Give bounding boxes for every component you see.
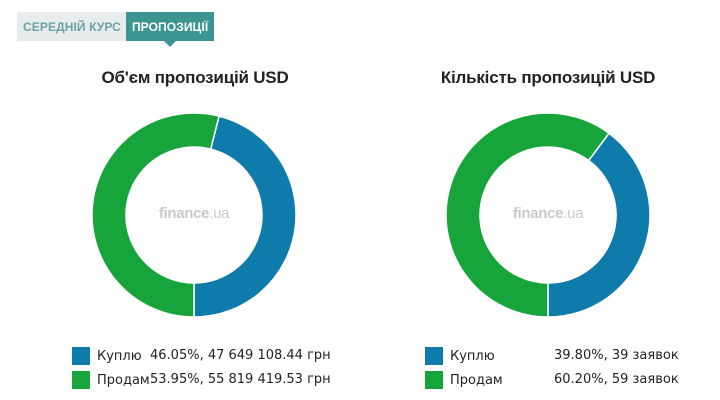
- legend-label: Куплю: [450, 348, 495, 364]
- donut-slice-buy[interactable]: [193, 115, 297, 318]
- donut-chart-count: [445, 112, 651, 318]
- legend-swatch-buy: [425, 347, 443, 365]
- legend-value: 46.05%, 47 649 108.44 грн: [150, 348, 331, 363]
- legend-label: Куплю: [97, 348, 142, 364]
- donut-slice-sell[interactable]: [91, 112, 220, 318]
- legend-swatch-sell: [72, 371, 90, 389]
- legend-item-buy: Куплю 39.80%, 39 заявок: [425, 347, 705, 365]
- chart-title-volume: Об'єм пропозицій USD: [101, 68, 289, 87]
- legend-swatch-sell: [425, 371, 443, 389]
- legend-swatch-buy: [72, 347, 90, 365]
- donut-slice-sell[interactable]: [445, 112, 611, 318]
- tab-average-rate[interactable]: СЕРЕДНІЙ КУРС: [17, 12, 126, 41]
- legend-value: 39.80%, 39 заявок: [554, 348, 679, 363]
- legend-value: 53.95%, 55 819 419.53 грн: [150, 372, 331, 387]
- legend-label: Продам: [97, 372, 150, 388]
- legend-item-buy: Куплю 46.05%, 47 649 108.44 грн: [72, 347, 372, 365]
- legend-item-sell: Продам 60.20%, 59 заявок: [425, 371, 705, 389]
- legend-label: Продам: [450, 372, 503, 388]
- watermark-logo: finance.ua: [158, 205, 230, 222]
- tab-offers[interactable]: ПРОПОЗИЦІЇ: [125, 12, 215, 47]
- donut-chart-volume: [91, 112, 297, 318]
- watermark-logo: finance.ua: [512, 205, 584, 222]
- legend-value: 60.20%, 59 заявок: [554, 372, 679, 387]
- chart-title-count: Кількість пропозицій USD: [440, 68, 656, 87]
- legend-item-sell: Продам 53.95%, 55 819 419.53 грн: [72, 371, 372, 389]
- donut-slice-buy[interactable]: [547, 132, 651, 318]
- tab-bar: СЕРЕДНІЙ КУРС ПРОПОЗИЦІЇ: [17, 12, 215, 47]
